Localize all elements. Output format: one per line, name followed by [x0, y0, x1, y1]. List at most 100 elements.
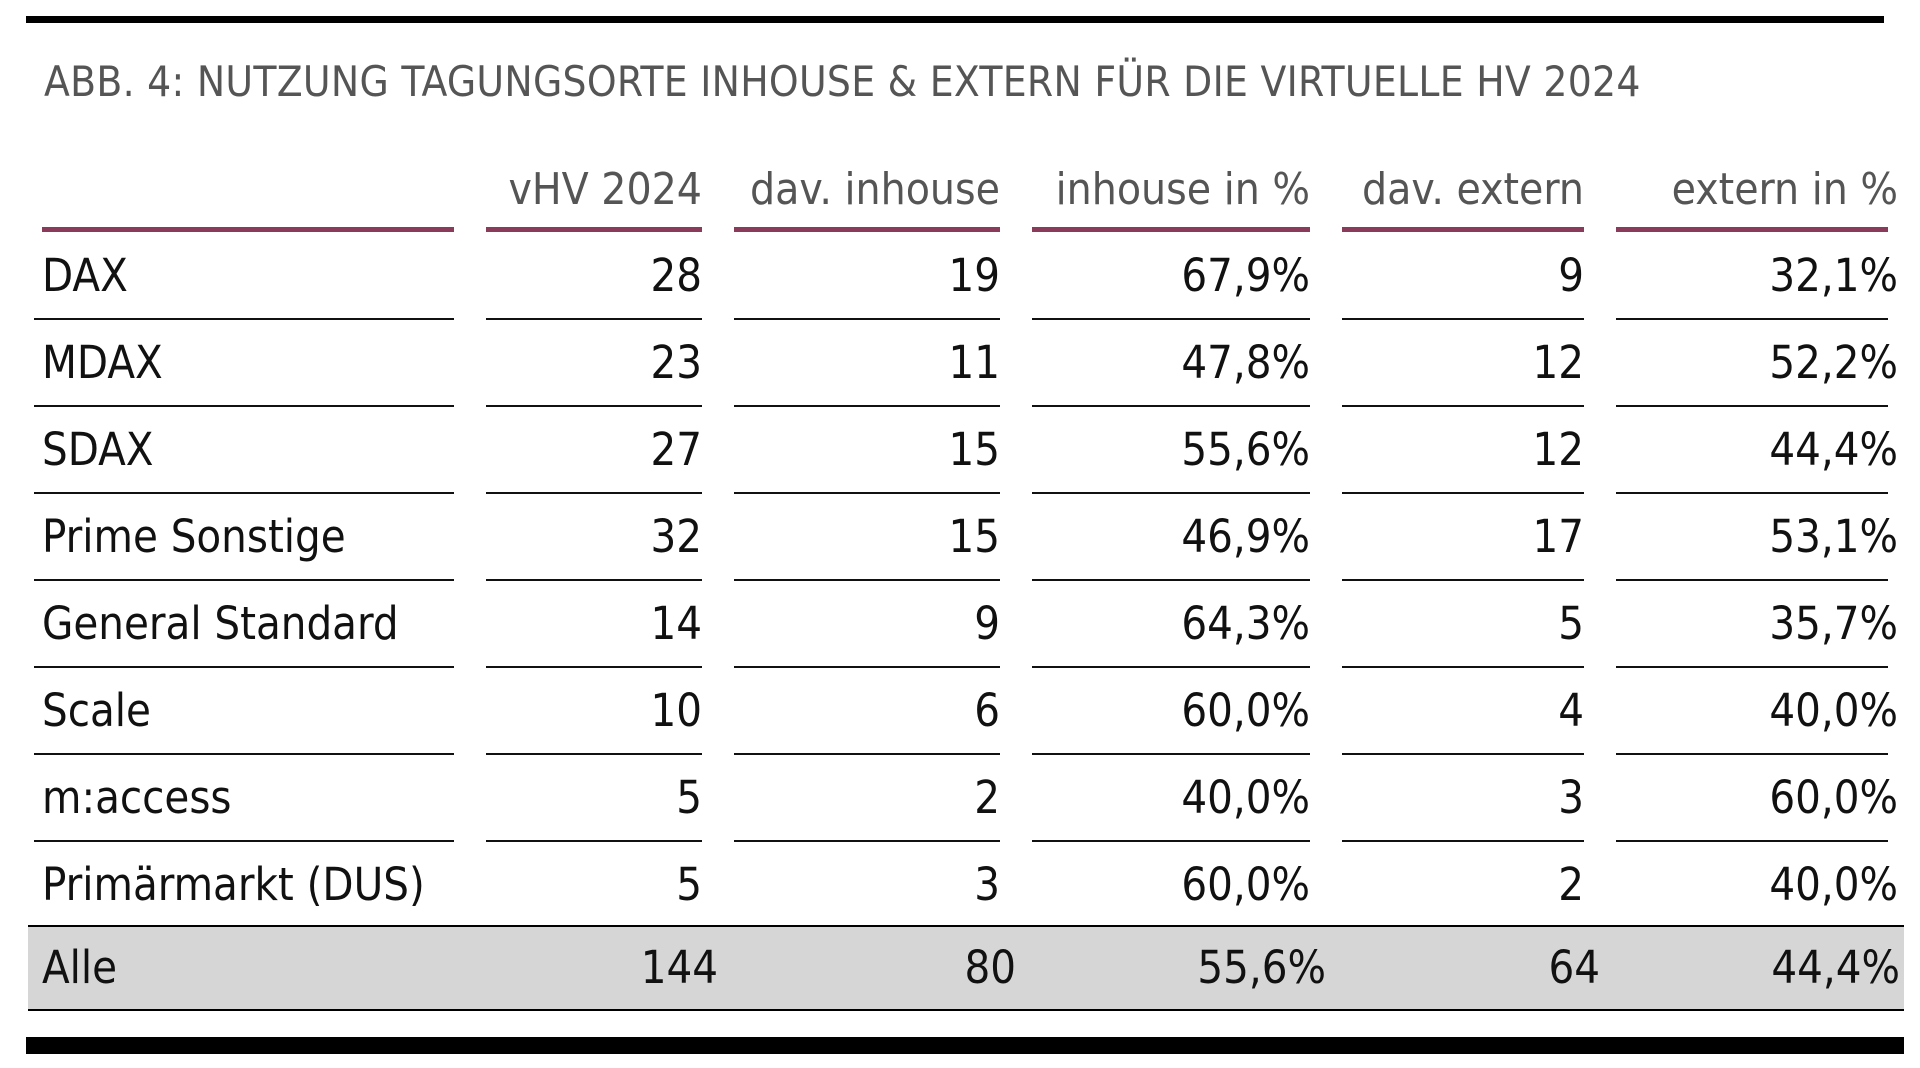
table-cell: 28	[650, 249, 702, 302]
row-divider	[486, 318, 702, 320]
table-cell: 46,9%	[1181, 510, 1310, 563]
row-divider	[486, 840, 702, 842]
header-accent-line	[1032, 227, 1310, 232]
row-divider	[734, 753, 1000, 755]
header-accent-line	[734, 227, 1000, 232]
row-label: Prime Sonstige	[42, 510, 346, 563]
row-divider	[734, 318, 1000, 320]
row-divider	[734, 840, 1000, 842]
column-header-extern-column: dav. extern	[1362, 164, 1584, 215]
row-divider	[34, 840, 454, 842]
table-cell: 40,0%	[1181, 771, 1310, 824]
header-accent-line	[1342, 227, 1584, 232]
table-cell: 10	[650, 684, 702, 737]
column-header-inhouse-pct-column: inhouse in %	[1055, 164, 1310, 215]
table-cell: 11	[948, 336, 1000, 389]
header-accent-line	[1616, 227, 1888, 232]
row-label: Scale	[42, 684, 151, 737]
table-cell: 44,4%	[1769, 423, 1898, 476]
column-header-extern-pct-column: extern in %	[1671, 164, 1898, 215]
table-cell: 19	[948, 249, 1000, 302]
table-cell: 40,0%	[1769, 858, 1898, 911]
table-cell: 27	[650, 423, 702, 476]
row-divider	[1342, 666, 1584, 668]
header-accent-line	[42, 227, 454, 232]
row-divider	[486, 579, 702, 581]
row-divider	[734, 492, 1000, 494]
table-cell: 64,3%	[1181, 597, 1310, 650]
row-divider	[1032, 405, 1310, 407]
row-label: SDAX	[42, 423, 154, 476]
row-label: MDAX	[42, 336, 163, 389]
total-cell: 80	[964, 941, 1016, 994]
row-divider	[734, 666, 1000, 668]
row-divider	[1342, 318, 1584, 320]
table-cell: 17	[1532, 510, 1584, 563]
total-row-label: Alle	[42, 941, 118, 994]
table-cell: 32,1%	[1769, 249, 1898, 302]
table-cell: 14	[650, 597, 702, 650]
row-divider	[34, 579, 454, 581]
total-cell: 55,6%	[1197, 941, 1326, 994]
row-divider	[486, 492, 702, 494]
total-row-top-border	[28, 925, 1904, 927]
row-divider	[1616, 318, 1888, 320]
row-divider	[1616, 405, 1888, 407]
table-cell: 5	[676, 858, 702, 911]
table-cell: 47,8%	[1181, 336, 1310, 389]
row-divider	[734, 405, 1000, 407]
row-divider	[1342, 840, 1584, 842]
row-divider	[34, 666, 454, 668]
table-cell: 60,0%	[1181, 858, 1310, 911]
row-divider	[1616, 579, 1888, 581]
row-label: Primärmarkt (DUS)	[42, 858, 425, 911]
column-header-vhv-column: vHV 2024	[508, 164, 702, 215]
row-divider	[34, 318, 454, 320]
row-divider	[1032, 840, 1310, 842]
table-cell: 15	[948, 510, 1000, 563]
total-row-background	[28, 926, 1904, 1010]
row-divider	[1342, 579, 1584, 581]
chart-title: ABB. 4: NUTZUNG TAGUNGSORTE INHOUSE & EX…	[44, 57, 1641, 106]
table-cell: 5	[676, 771, 702, 824]
bottom-rule	[26, 1037, 1904, 1054]
table-cell: 40,0%	[1769, 684, 1898, 737]
row-label: m:access	[42, 771, 232, 824]
table-cell: 53,1%	[1769, 510, 1898, 563]
row-label: General Standard	[42, 597, 399, 650]
total-cell: 44,4%	[1771, 941, 1900, 994]
table-cell: 3	[1558, 771, 1584, 824]
table-cell: 23	[650, 336, 702, 389]
row-divider	[486, 666, 702, 668]
table-cell: 5	[1558, 597, 1584, 650]
table-cell: 2	[1558, 858, 1584, 911]
row-divider	[486, 753, 702, 755]
table-cell: 55,6%	[1181, 423, 1310, 476]
row-divider	[1616, 666, 1888, 668]
total-row-bottom-border	[28, 1009, 1904, 1011]
table-cell: 52,2%	[1769, 336, 1898, 389]
row-label: DAX	[42, 249, 128, 302]
row-divider	[1032, 492, 1310, 494]
row-divider	[1342, 492, 1584, 494]
table-cell: 2	[974, 771, 1000, 824]
row-divider	[34, 753, 454, 755]
table-cell: 32	[650, 510, 702, 563]
row-divider	[1032, 753, 1310, 755]
table-cell: 12	[1532, 423, 1584, 476]
row-divider	[486, 405, 702, 407]
row-divider	[1342, 753, 1584, 755]
row-divider	[1032, 579, 1310, 581]
top-rule	[26, 16, 1884, 23]
table-cell: 60,0%	[1769, 771, 1898, 824]
row-divider	[1032, 666, 1310, 668]
header-accent-line	[486, 227, 702, 232]
row-divider	[1032, 318, 1310, 320]
table-cell: 67,9%	[1181, 249, 1310, 302]
row-divider	[1616, 492, 1888, 494]
table-cell: 9	[974, 597, 1000, 650]
row-divider	[1616, 753, 1888, 755]
table-cell: 35,7%	[1769, 597, 1898, 650]
total-cell: 64	[1548, 941, 1600, 994]
row-divider	[34, 405, 454, 407]
